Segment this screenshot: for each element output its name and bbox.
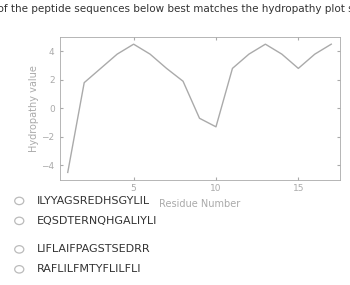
Y-axis label: Hydropathy value: Hydropathy value [29,65,39,152]
X-axis label: Residue Number: Residue Number [159,199,240,209]
Text: EQSDTERNQHGALIYLI: EQSDTERNQHGALIYLI [37,216,157,226]
Text: RAFLILFMTYFLILFLI: RAFLILFMTYFLILFLI [37,264,141,274]
Text: Which of the peptide sequences below best matches the hydropathy plot shown?: Which of the peptide sequences below bes… [0,4,350,14]
Text: LIFLAIFPAGSTSEDRR: LIFLAIFPAGSTSEDRR [37,244,150,255]
Text: ILYYAGSREDHSGYLIL: ILYYAGSREDHSGYLIL [37,196,150,206]
